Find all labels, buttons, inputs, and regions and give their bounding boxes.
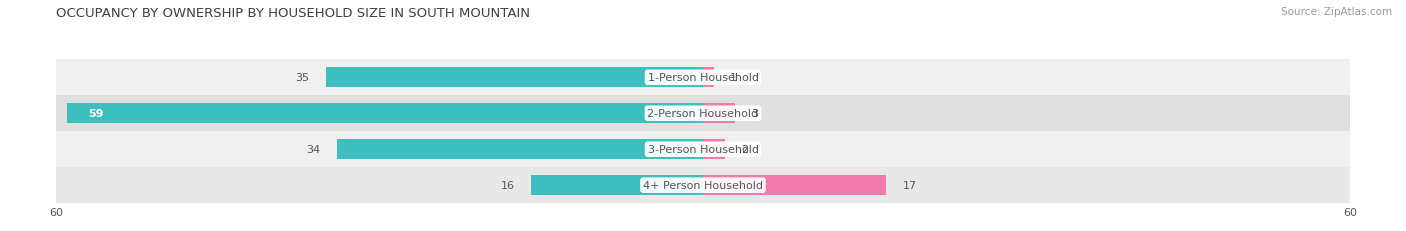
Bar (336, 140, 703, 159)
Bar (530, 176, 703, 195)
Text: OCCUPANCY BY OWNERSHIP BY HOUSEHOLD SIZE IN SOUTH MOUNTAIN: OCCUPANCY BY OWNERSHIP BY HOUSEHOLD SIZE… (56, 7, 530, 20)
Bar (703, 68, 714, 88)
Text: 3: 3 (752, 109, 758, 119)
Bar (67, 104, 703, 124)
Text: 2: 2 (741, 145, 748, 155)
Text: 35: 35 (295, 73, 309, 83)
Bar (56, 96, 1350, 132)
Bar (56, 167, 1350, 203)
Text: 3-Person Household: 3-Person Household (648, 145, 758, 155)
Text: 1: 1 (730, 73, 737, 83)
Text: 16: 16 (501, 180, 515, 190)
Bar (703, 140, 724, 159)
Bar (56, 132, 1350, 167)
Text: 4+ Person Household: 4+ Person Household (643, 180, 763, 190)
Text: 1-Person Household: 1-Person Household (648, 73, 758, 83)
Bar (703, 176, 886, 195)
Text: Source: ZipAtlas.com: Source: ZipAtlas.com (1281, 7, 1392, 17)
Text: 34: 34 (307, 145, 321, 155)
Text: 17: 17 (903, 180, 917, 190)
Bar (326, 68, 703, 88)
Text: 59: 59 (89, 109, 104, 119)
Bar (703, 104, 735, 124)
Text: 2-Person Household: 2-Person Household (647, 109, 759, 119)
Bar (56, 60, 1350, 96)
